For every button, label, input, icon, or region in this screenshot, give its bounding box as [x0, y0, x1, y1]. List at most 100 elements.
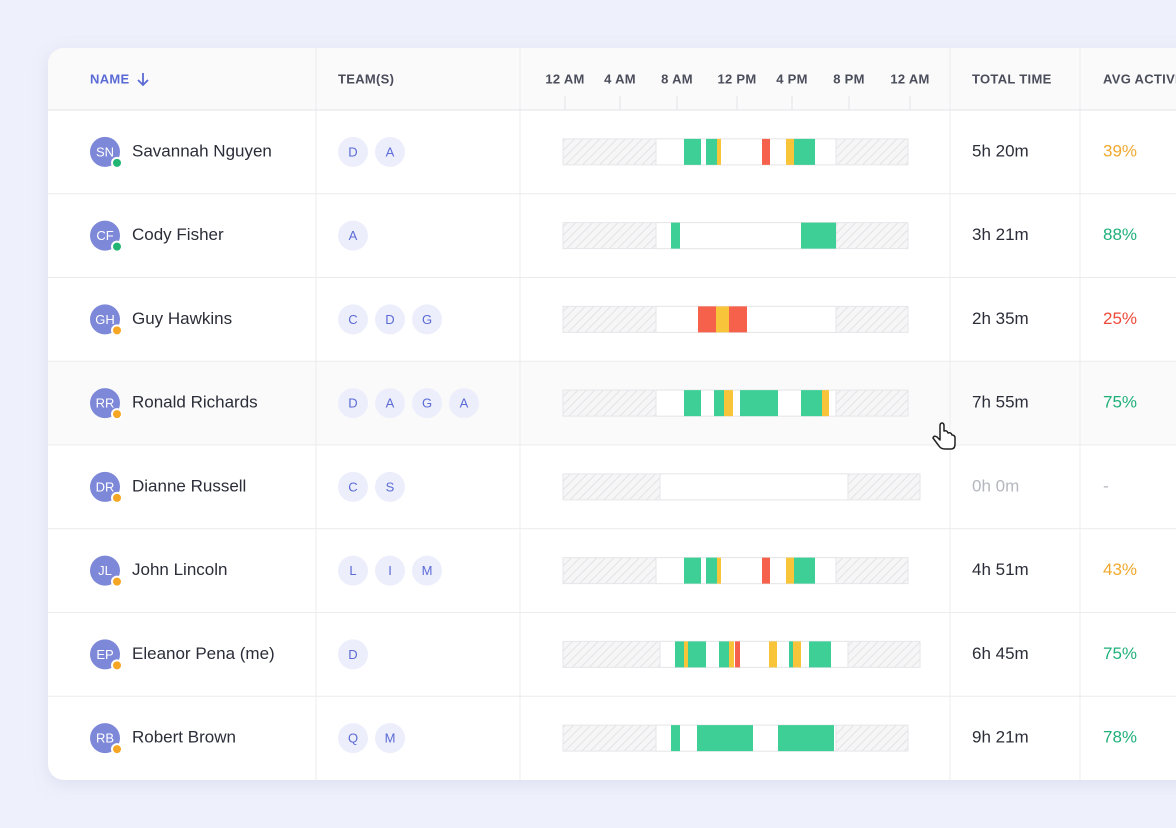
- team-letter: D: [348, 144, 357, 159]
- team-letter: S: [386, 479, 395, 494]
- teams-header: TEAM(S): [338, 71, 394, 86]
- status-dot: [111, 491, 123, 504]
- time-label: 4 AM: [604, 71, 636, 86]
- team-badge: [338, 723, 368, 754]
- avg-active: 39%: [1103, 141, 1137, 160]
- avatar-initials: DR: [96, 479, 115, 494]
- team-badge: [412, 555, 442, 586]
- activity-segment: [684, 641, 688, 668]
- activity-segment: [671, 725, 680, 752]
- activity-segment: [801, 390, 822, 417]
- team-letter: M: [385, 731, 396, 746]
- total-time: 6h 45m: [972, 644, 1029, 663]
- name-header[interactable]: NAME: [90, 71, 130, 86]
- activity-segment: [794, 138, 815, 165]
- time-label: 4 PM: [776, 71, 808, 86]
- activity-segment: [822, 390, 829, 417]
- team-letter: D: [348, 396, 357, 411]
- activity-segment: [762, 557, 770, 584]
- team-badge: [338, 471, 368, 502]
- team-letter: C: [348, 312, 357, 327]
- team-letter: I: [388, 563, 392, 578]
- total-time: 4h 51m: [972, 560, 1029, 579]
- activity-segment: [684, 390, 701, 417]
- avatar-initials: SN: [96, 144, 114, 159]
- team-letter: C: [348, 479, 357, 494]
- activity-segment: [729, 306, 747, 333]
- timeline-work: [659, 473, 849, 501]
- status-dot: [111, 743, 123, 756]
- team-letter: L: [349, 563, 356, 578]
- user-name: Robert Brown: [132, 728, 236, 747]
- total-time: 7h 55m: [972, 393, 1029, 412]
- cursor: [932, 422, 956, 450]
- team-badge: [375, 723, 405, 754]
- team-badge: [338, 220, 368, 251]
- avg-active: 25%: [1103, 309, 1137, 328]
- status-dot: [111, 324, 123, 337]
- team-badge: [338, 304, 368, 335]
- user-name: John Lincoln: [132, 560, 227, 579]
- activity-segment: [809, 641, 831, 668]
- team-badge: [375, 555, 405, 586]
- team-letter: A: [386, 396, 395, 411]
- team-badge: [375, 136, 405, 167]
- team-badge: [338, 555, 368, 586]
- activity-segment: [671, 222, 680, 249]
- team-badge: [338, 639, 368, 670]
- team-letter: D: [348, 647, 357, 662]
- total-time: 3h 21m: [972, 225, 1029, 244]
- activity-segment: [724, 390, 733, 417]
- status-dot: [111, 156, 123, 169]
- team-badge: [375, 388, 405, 419]
- team-badge: [412, 388, 442, 419]
- avatar-initials: JL: [98, 563, 112, 578]
- activity-segment: [717, 557, 721, 584]
- activity-segment: [769, 641, 777, 668]
- time-label: 12 PM: [717, 71, 756, 86]
- status-dot: [111, 240, 123, 253]
- time-label: 12 AM: [545, 71, 584, 86]
- total-time-header[interactable]: TOTAL TIME: [972, 71, 1052, 86]
- activity-segment: [697, 725, 753, 752]
- user-name: Dianne Russell: [132, 476, 246, 495]
- team-letter: A: [460, 396, 469, 411]
- activity-segment: [684, 138, 701, 165]
- time-label: 8 AM: [661, 71, 693, 86]
- avg-active: 75%: [1103, 393, 1137, 412]
- avg-active: 88%: [1103, 225, 1137, 244]
- activity-segment: [675, 641, 684, 668]
- team-badge: [412, 304, 442, 335]
- time-label: 12 AM: [890, 71, 929, 86]
- table: NAME TEAM(S) TOTAL TIME AVG ACTIVE 12 AM…: [48, 48, 1176, 780]
- user-name: Cody Fisher: [132, 225, 224, 244]
- avatar-initials: CF: [96, 228, 113, 243]
- user-name: Guy Hawkins: [132, 309, 232, 328]
- avatar-initials: EP: [96, 647, 113, 662]
- avg-active: 43%: [1103, 560, 1137, 579]
- team-letter: Q: [348, 731, 358, 746]
- team-letter: A: [386, 144, 395, 159]
- activity-segment: [793, 641, 801, 668]
- user-name: Ronald Richards: [132, 393, 258, 412]
- avg-active: -: [1103, 476, 1109, 495]
- activity-segment: [801, 222, 836, 249]
- user-name: Eleanor Pena (me): [132, 644, 275, 663]
- header-row: [48, 48, 1176, 110]
- team-badge: [338, 136, 368, 167]
- team-letter: A: [349, 228, 358, 243]
- activity-segment: [740, 390, 778, 417]
- activity-segment: [789, 641, 793, 668]
- activity-segment: [706, 138, 717, 165]
- total-time: 2h 35m: [972, 309, 1029, 328]
- avg-active-header[interactable]: AVG ACTIVE: [1103, 71, 1176, 86]
- time-label: 8 PM: [833, 71, 865, 86]
- team-badge: [449, 388, 479, 419]
- team-badge: [375, 304, 405, 335]
- status-dot: [111, 408, 123, 421]
- sort-arrow[interactable]: [137, 73, 149, 87]
- activity-segment: [786, 138, 794, 165]
- activity-segment: [684, 557, 701, 584]
- avg-active: 78%: [1103, 728, 1137, 747]
